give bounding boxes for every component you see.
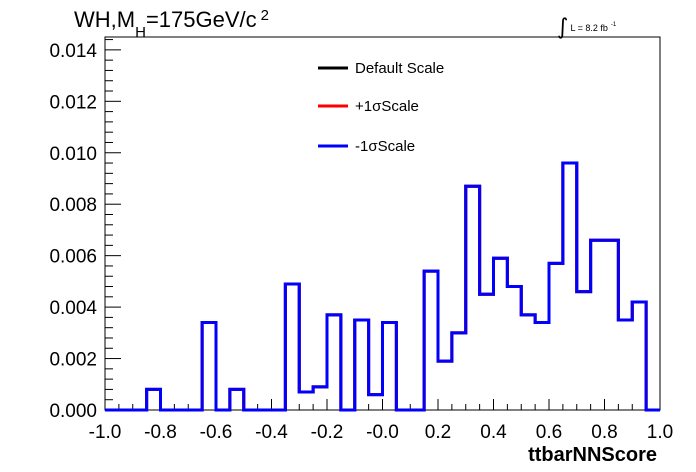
x-axis-ticks: [104, 399, 661, 410]
y-axis-ticks: [105, 39, 121, 411]
x-tick-label: 0.8: [591, 422, 617, 443]
x-tick-label: -0.0: [366, 422, 399, 443]
x-tick-label: -1.0: [89, 422, 122, 443]
title-subscript: H: [135, 24, 146, 41]
series-layer: [105, 161, 660, 412]
y-tick-label: 0.014: [49, 41, 97, 62]
title-superscript: 2: [261, 7, 269, 24]
x-tick-label: 0.4: [480, 422, 507, 443]
legend-label-2: -1σScale: [355, 138, 415, 155]
luminosity-superscript: -1: [611, 22, 617, 28]
x-tick-label: -0.6: [200, 422, 233, 443]
y-tick-label: 0.004: [49, 298, 97, 319]
legend-label-1: +1σScale: [355, 98, 419, 115]
x-tick-label: 0.2: [425, 422, 451, 443]
y-tick-label: 0.000: [49, 401, 97, 422]
x-tick-label: -0.4: [255, 422, 288, 443]
x-tick-label: 1.0: [647, 422, 673, 443]
series-2-histogram: [105, 161, 660, 412]
legend-label-0: Default Scale: [355, 60, 444, 77]
y-tick-label: 0.006: [49, 247, 97, 268]
x-tick-label: 0.6: [536, 422, 562, 443]
y-tick-label: 0.008: [49, 195, 97, 216]
luminosity-label: ∫ L = 8.2 fb -1: [557, 15, 617, 40]
x-tick-label: -0.2: [311, 422, 344, 443]
y-tick-label: 0.012: [49, 92, 97, 113]
title-value: =175GeV/c: [146, 7, 257, 32]
legend: Default Scale +1σScale -1σScale: [318, 60, 444, 155]
y-axis-tick-labels: 0.000 0.002 0.004 0.006 0.008 0.010 0.012 0.014: [49, 41, 97, 422]
y-tick-label: 0.010: [49, 144, 97, 165]
chart-title: WH,MH=175GeV/c 2: [74, 7, 269, 41]
x-tick-label: -0.8: [144, 422, 177, 443]
y-tick-label: 0.002: [49, 350, 97, 371]
luminosity-text: L = 8.2 fb: [570, 23, 607, 33]
integral-symbol: ∫: [557, 15, 568, 40]
x-axis-label: ttbarNNScore: [528, 444, 657, 466]
title-prefix: WH,M: [74, 7, 135, 32]
x-axis-tick-labels: -1.0 -0.8 -0.6 -0.4 -0.2 -0.0 0.2 0.4 0.6 0.8 1.0: [89, 422, 674, 443]
